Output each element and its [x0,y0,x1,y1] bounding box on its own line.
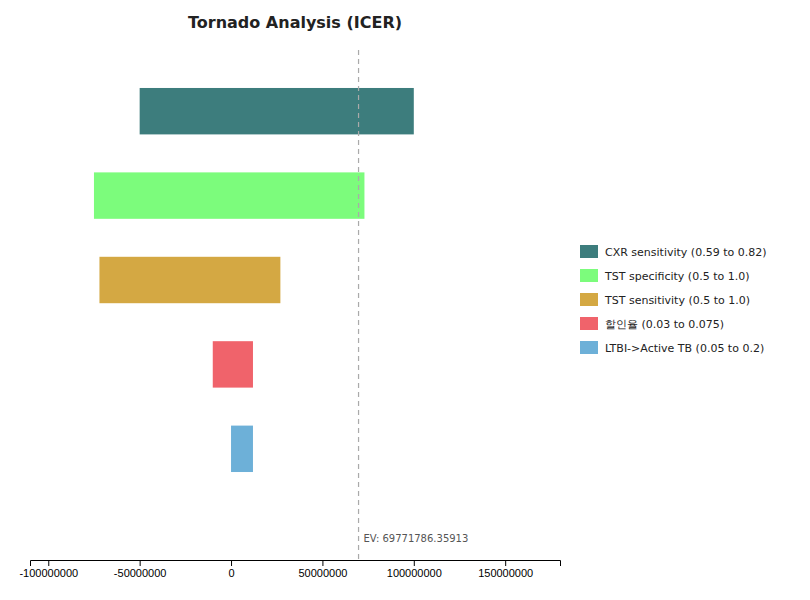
bar [140,88,414,134]
x-tick-mark [414,560,415,566]
x-axis: -100000000 -50000000 0 50000000 100000000 150… [19,560,560,579]
chart: Tornado Analysis (ICER) -100000000 -500000… [0,0,810,600]
bar [99,257,280,303]
x-tick: 100000000 [387,560,442,579]
legend-item: 할인율 (0.03 to 0.075) [580,317,724,331]
legend-swatch [580,341,598,354]
x-tick-label: 150000000 [478,567,533,579]
bar [231,426,253,472]
x-tick-label: -100000000 [19,567,78,579]
legend-swatch [580,317,598,330]
marks [94,50,414,560]
x-tick-mark [322,560,323,566]
legend-item: CXR sensitivity (0.59 to 0.82) [580,245,766,259]
legend-label: 할인율 (0.03 to 0.075) [605,318,724,331]
x-tick: -50000000 [114,560,167,579]
x-tick-mark [231,560,232,566]
x-tick: 150000000 [478,560,533,579]
x-tick: 50000000 [298,560,347,579]
bar [213,341,253,387]
x-tick-mark [48,560,49,566]
reference-label: EV: 69771786.35913 [364,533,469,544]
plot: -100000000 -50000000 0 50000000 100000000 150… [19,50,560,579]
legend-item: LTBI->Active TB (0.05 to 0.2) [580,341,764,355]
x-axis-line [31,561,561,567]
legend-item: TST sensitivity (0.5 to 1.0) [580,293,750,307]
x-tick-label: 100000000 [387,567,442,579]
bar [94,172,364,218]
reference-line [358,50,359,560]
x-tick: 0 [228,560,234,579]
legend-swatch [580,269,598,282]
x-tick-mark [505,560,506,566]
x-tick-label: 0 [228,567,234,579]
x-tick-label: -50000000 [114,567,167,579]
title: Tornado Analysis (ICER) [188,13,402,32]
legend-label: TST specificity (0.5 to 1.0) [604,270,749,283]
legend: CXR sensitivity (0.59 to 0.82) TST specif… [580,245,766,355]
x-tick-label: 50000000 [298,567,347,579]
x-tick-mark [140,560,141,566]
legend-item: TST specificity (0.5 to 1.0) [580,269,749,283]
x-tick: -100000000 [19,560,78,579]
legend-label: CXR sensitivity (0.59 to 0.82) [605,246,766,259]
legend-label: TST sensitivity (0.5 to 1.0) [604,294,750,307]
legend-swatch [580,245,598,258]
legend-swatch [580,293,598,306]
legend-label: LTBI->Active TB (0.05 to 0.2) [605,342,764,355]
